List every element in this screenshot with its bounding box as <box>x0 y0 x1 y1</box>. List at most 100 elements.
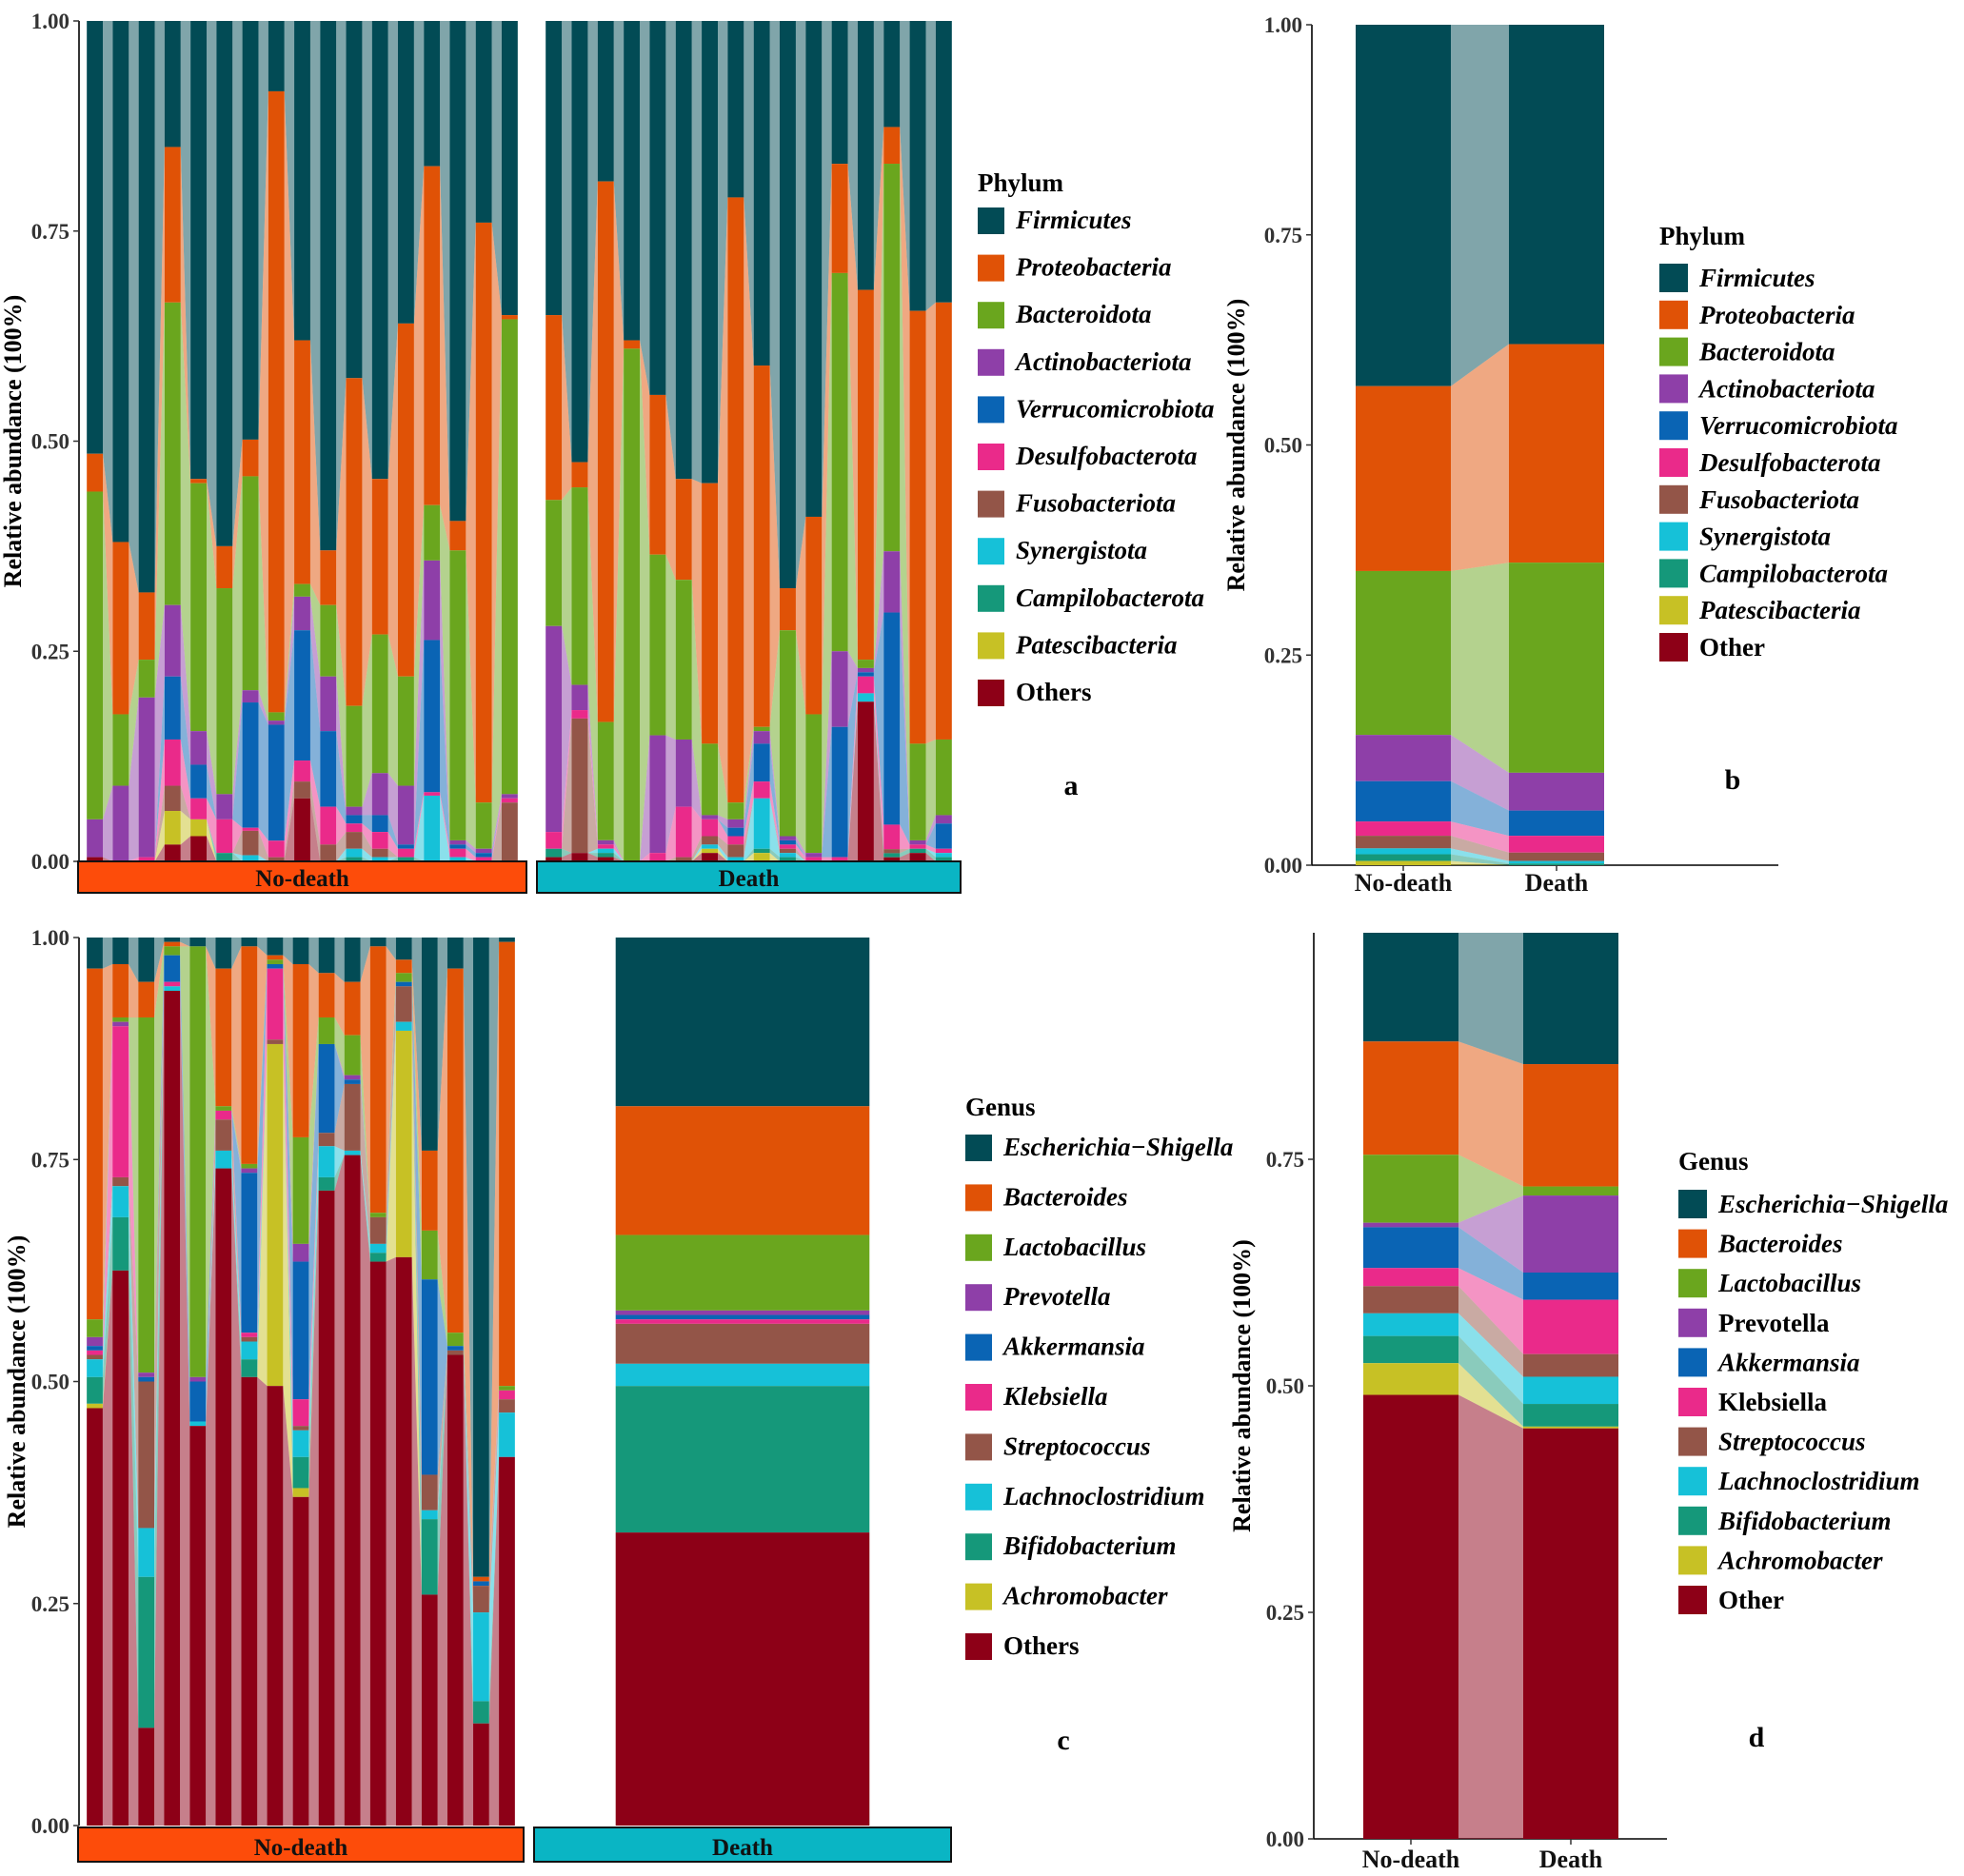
legend-swatch <box>978 584 1004 612</box>
bar-segment <box>473 1612 489 1702</box>
flow-band <box>336 731 347 824</box>
flow-band <box>334 973 345 1036</box>
bar-segment <box>268 840 285 858</box>
bar-segment <box>831 272 848 652</box>
bar-segment <box>909 310 926 744</box>
legend-swatch <box>1678 1467 1707 1496</box>
bar-segment <box>473 1581 489 1587</box>
flow-band <box>900 551 910 845</box>
bar-segment <box>216 794 233 820</box>
legend-item: Klebsiella <box>1002 1382 1108 1411</box>
flow-band <box>587 718 598 854</box>
bar-segment <box>675 806 692 858</box>
legend-item: Desulfobacterota <box>1698 448 1880 477</box>
flow-band <box>309 583 321 677</box>
bar-segment <box>241 938 258 947</box>
bar-segment <box>780 853 796 858</box>
bar-segment <box>501 315 518 320</box>
bar-segment <box>546 832 563 849</box>
bar-segment <box>87 1346 103 1351</box>
flow-band <box>154 990 165 1728</box>
bar-segment <box>805 714 823 854</box>
flow-band <box>640 853 650 861</box>
bar-segment <box>87 1376 103 1404</box>
bar-segment <box>371 21 388 480</box>
flow-band <box>847 651 858 727</box>
bar-segment <box>294 21 310 341</box>
bar-segment <box>597 857 614 861</box>
flow-band <box>413 795 425 861</box>
bar-segment <box>371 832 388 849</box>
bar-segment <box>1356 570 1451 736</box>
bar-segment <box>727 844 744 858</box>
flow-band <box>437 1354 447 1595</box>
bar-segment <box>857 693 874 702</box>
flow-band <box>387 848 398 858</box>
flow-band <box>232 819 243 854</box>
y-tick-label: 0.00 <box>1266 1827 1304 1851</box>
bar-segment <box>727 827 744 837</box>
panel-a: 0.00 0.25 0.50 0.75 1.00 Relative abundance (… <box>0 10 1215 894</box>
flow-band <box>128 1021 139 1377</box>
flow-band <box>258 830 268 861</box>
flow-band <box>257 938 268 956</box>
bar-segment <box>395 986 412 1022</box>
flow-band <box>822 21 832 517</box>
bar-segment <box>780 857 796 861</box>
bar-segment <box>449 550 466 840</box>
flow-band <box>387 323 398 677</box>
flow-band <box>258 702 268 841</box>
flow-band <box>873 551 884 673</box>
bar-segment <box>753 731 770 744</box>
y-tick-label: 0.25 <box>1266 1601 1304 1625</box>
flow-band <box>336 848 347 861</box>
x-category-label: No-death <box>1362 1846 1460 1873</box>
flow-band <box>386 981 396 1217</box>
flow-band <box>180 981 190 1422</box>
bar-segment <box>87 21 104 454</box>
bar-segment <box>499 938 515 942</box>
bar-segment <box>87 1350 103 1355</box>
flow-band <box>413 21 425 324</box>
flow-band <box>284 781 295 861</box>
bar-segment <box>1509 836 1604 853</box>
bar-segment <box>449 844 466 849</box>
legend-swatch <box>1678 1348 1707 1377</box>
legend-item: Bacteroidota <box>1015 300 1152 328</box>
bar-segment <box>369 946 387 1214</box>
flow-band <box>411 1021 422 1520</box>
bar-segment <box>649 853 666 861</box>
bar-segment <box>138 981 155 1017</box>
y-tick-label: 0.75 <box>31 220 69 244</box>
flow-band <box>411 973 422 1280</box>
flow-band <box>900 164 910 840</box>
bar-segment <box>475 21 492 223</box>
legend-swatch <box>1678 1586 1707 1614</box>
bar-segment <box>649 394 666 555</box>
y-tick-label: 0.00 <box>1264 854 1302 878</box>
flow-band <box>308 1146 319 1457</box>
flow-band <box>334 1017 345 1076</box>
bar-segment <box>1523 1195 1618 1273</box>
bar-segment <box>267 1039 284 1044</box>
flow-band <box>640 348 650 861</box>
flow-band <box>1451 735 1509 811</box>
bar-segment <box>87 1408 103 1826</box>
bar-segment <box>87 453 104 492</box>
bar-segment <box>675 21 692 480</box>
legend-swatch <box>1659 484 1688 514</box>
flow-band <box>154 986 165 1577</box>
flow-band <box>258 690 268 725</box>
flow-band <box>283 963 293 1262</box>
flow-band <box>795 630 806 854</box>
bar-segment <box>112 1270 129 1826</box>
flow-band <box>387 857 398 861</box>
flow-band <box>466 21 476 522</box>
flow-band <box>257 946 268 1164</box>
flow-band <box>744 731 754 828</box>
flow-band <box>360 1083 370 1244</box>
flow-band <box>206 938 216 969</box>
flow-band <box>283 959 293 1244</box>
flow-band <box>308 1190 319 1826</box>
